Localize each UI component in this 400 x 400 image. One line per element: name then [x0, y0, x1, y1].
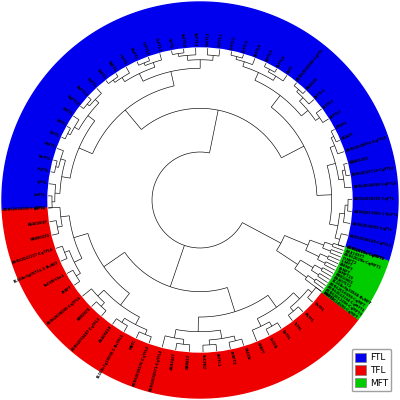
Text: OsFTL2: OsFTL2 — [141, 41, 150, 56]
Text: AUR62009276-CqTFL2: AUR62009276-CqTFL2 — [132, 344, 150, 387]
Text: MATC: MATC — [129, 339, 137, 351]
Text: AtFTL3: AtFTL3 — [329, 109, 343, 120]
Text: CsCEN: CsCEN — [268, 336, 278, 349]
Text: BBB01482: BBB01482 — [349, 156, 369, 165]
Circle shape — [156, 156, 244, 244]
Text: AtTFL1: AtTFL1 — [215, 353, 220, 367]
Text: AAA02687: AAA02687 — [27, 220, 48, 227]
Text: EL10Ac8g20948-BvMFT: EL10Ac8g20948-BvMFT — [330, 279, 371, 306]
Text: SpTFL: SpTFL — [280, 329, 290, 342]
Text: SlFTL: SlFTL — [55, 118, 66, 127]
Polygon shape — [200, 200, 388, 319]
Text: AAA15977: AAA15977 — [345, 249, 365, 260]
Text: StFTL: StFTL — [49, 130, 60, 138]
Text: BBB822: BBB822 — [186, 354, 191, 369]
Text: AUR62003903-CqFTL: AUR62003903-CqFTL — [352, 222, 393, 232]
Text: NtFTL: NtFTL — [61, 107, 73, 116]
Text: ToTFL: ToTFL — [292, 321, 302, 332]
Text: AUR62029a-CqMFT2: AUR62029a-CqMFT2 — [346, 246, 385, 262]
Text: TaFTL: TaFTL — [167, 37, 173, 49]
Text: O-MFT2: O-MFT2 — [342, 256, 358, 266]
Text: PhTFL: PhTFL — [303, 312, 314, 324]
Text: AAA3827: AAA3827 — [170, 352, 177, 370]
Text: CsFTL1: CsFTL1 — [242, 38, 250, 53]
Text: AtFTL2: AtFTL2 — [322, 98, 336, 109]
Text: SoCEN-like1: SoCEN-like1 — [44, 273, 66, 288]
Text: BBB10001: BBB10001 — [334, 272, 353, 286]
Text: SbFTL: SbFTL — [96, 68, 106, 80]
Text: NtCEN: NtCEN — [242, 347, 250, 360]
Text: AtFTL5: AtFTL5 — [265, 48, 275, 62]
Text: AAA629: AAA629 — [306, 77, 319, 91]
Text: AAA05018: AAA05018 — [98, 325, 113, 344]
Text: OsFTL1: OsFTL1 — [154, 37, 161, 52]
Text: PvFTL: PvFTL — [37, 167, 49, 173]
Text: AUR62021217-CqTFL6: AUR62021217-CqTFL6 — [12, 247, 55, 265]
Text: BBB2874: BBB2874 — [76, 306, 92, 322]
Text: SpFTL2: SpFTL2 — [180, 32, 185, 47]
Text: OTU52: OTU52 — [336, 121, 349, 130]
Text: SpFTL1: SpFTL1 — [193, 32, 198, 46]
Text: MdTFL: MdTFL — [322, 291, 335, 302]
Text: AtFTL4: AtFTL4 — [276, 54, 286, 68]
Text: AtMFT: AtMFT — [337, 266, 351, 275]
Text: SoCEN2: SoCEN2 — [201, 354, 205, 369]
Text: CsFTL2: CsFTL2 — [230, 35, 237, 50]
Text: AUR62016698-CqMFT: AUR62016698-CqMFT — [328, 282, 366, 308]
Circle shape — [48, 48, 352, 352]
Legend: FTL, TFL, MFT: FTL, TFL, MFT — [352, 349, 392, 392]
Text: AUR62029b-CqMFT1: AUR62029b-CqMFT1 — [343, 253, 382, 270]
Text: DvFTL1: DvFTL1 — [218, 32, 224, 48]
Text: AUR62030493-CqFTL: AUR62030493-CqFTL — [354, 197, 395, 201]
Text: LjFTL: LjFTL — [36, 180, 47, 186]
Text: AUR62012496-CqMFT3: AUR62012496-CqMFT3 — [324, 288, 363, 318]
Text: L-MFT: L-MFT — [340, 259, 353, 268]
Polygon shape — [2, 200, 358, 398]
Text: CaFTL: CaFTL — [34, 194, 46, 198]
Text: BrMFT19: BrMFT19 — [336, 269, 353, 281]
Text: AtBFT: AtBFT — [62, 285, 74, 295]
Text: AUR62033487-CqTFL3: AUR62033487-CqTFL3 — [71, 316, 102, 352]
Text: AhFTL: AhFTL — [34, 206, 46, 211]
Text: AUR62022344-CqMFT1: AUR62022344-CqMFT1 — [326, 285, 365, 314]
Text: GmFTL: GmFTL — [38, 154, 52, 161]
Text: AUR62020983-CqFTL4: AUR62020983-CqFTL4 — [353, 181, 397, 189]
Text: BBB0022G: BBB0022G — [30, 234, 51, 242]
Text: EL10Ac3g05715.1-BvBET: EL10Ac3g05715.1-BvBET — [14, 260, 60, 284]
Text: AUR62005604-CqFTL1: AUR62005604-CqFTL1 — [349, 234, 392, 248]
Text: AUR62029a-CqMFT1: AUR62029a-CqMFT1 — [346, 246, 385, 262]
Text: AUR62014696-CqMFT: AUR62014696-CqMFT — [322, 291, 358, 320]
Text: EL10Ac7g10930.1-BvTFL1: EL10Ac7g10930.1-BvTFL1 — [96, 332, 125, 379]
Text: NtBFT: NtBFT — [256, 342, 264, 355]
Text: AUR62033983-CqFTL: AUR62033983-CqFTL — [296, 48, 326, 82]
Text: AUR62021713-CqFTL4: AUR62021713-CqFTL4 — [352, 166, 395, 177]
Text: AAA25: AAA25 — [341, 133, 354, 141]
Text: AtFTL1: AtFTL1 — [314, 88, 327, 100]
Text: PeTFL: PeTFL — [313, 302, 324, 313]
Text: AUR62028045-CqTFL5: AUR62028045-CqTFL5 — [46, 296, 82, 326]
Text: BnFTL2: BnFTL2 — [66, 94, 80, 106]
Text: MtFTL: MtFTL — [43, 142, 56, 150]
Text: AtFT: AtFT — [286, 65, 295, 75]
Text: HvFTL: HvFTL — [118, 54, 127, 66]
Text: BdFTL: BdFTL — [106, 60, 116, 73]
Text: AUR62028993-CqFTL5: AUR62028993-CqFTL5 — [345, 135, 388, 153]
Text: AUR62002971-CqTFL4: AUR62002971-CqTFL4 — [149, 349, 164, 392]
Text: AMMFT: AMMFT — [339, 263, 354, 272]
Text: AtBFT2: AtBFT2 — [229, 350, 236, 365]
Text: SoFTL: SoFTL — [86, 77, 97, 88]
Text: DvFTL2: DvFTL2 — [206, 32, 211, 46]
Text: AAA07572: AAA07572 — [332, 276, 352, 289]
Text: AUR62013903-1-BvFTL: AUR62013903-1-BvFTL — [354, 210, 398, 217]
Text: AUR62014030-CqTFL1: AUR62014030-CqTFL1 — [3, 206, 46, 212]
Text: AtFTL6: AtFTL6 — [254, 43, 263, 57]
Text: ZmFTL: ZmFTL — [129, 47, 138, 61]
Text: BnFTL1: BnFTL1 — [75, 84, 88, 97]
Polygon shape — [2, 2, 398, 261]
